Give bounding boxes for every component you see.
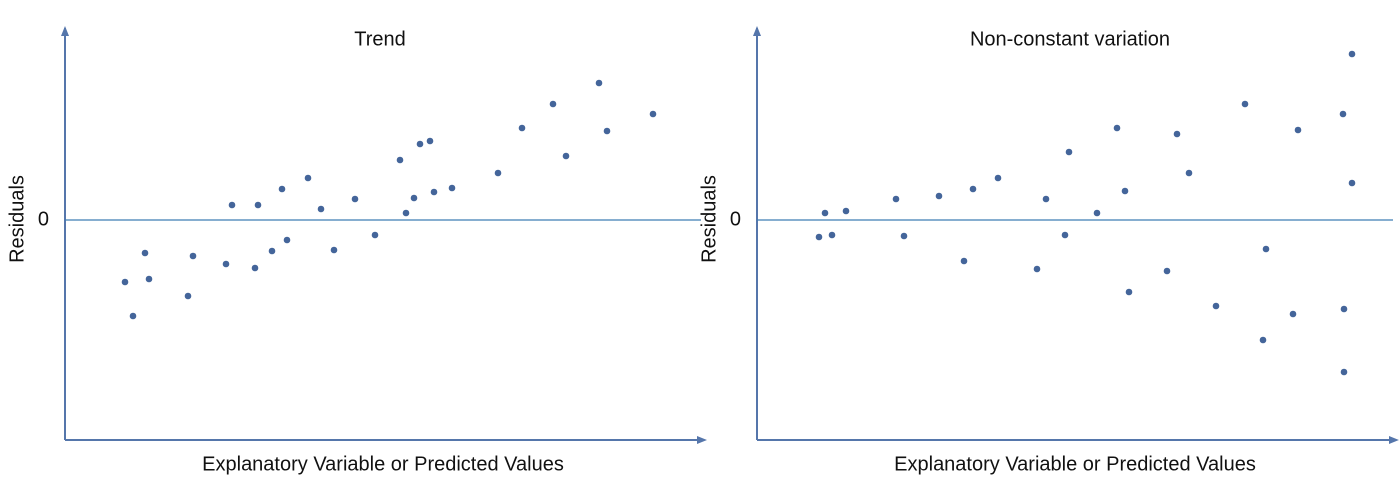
- point: [416, 140, 424, 148]
- point: [1348, 179, 1356, 187]
- point: [1033, 265, 1041, 273]
- point: [842, 207, 850, 215]
- point: [595, 79, 603, 87]
- point: [402, 209, 410, 217]
- point: [1348, 50, 1356, 58]
- chart-title: Trend: [354, 28, 406, 50]
- point: [1163, 267, 1171, 275]
- point: [268, 247, 276, 255]
- x-axis-label: Explanatory Variable or Predicted Values: [894, 453, 1256, 475]
- point: [821, 209, 829, 217]
- point: [562, 152, 570, 160]
- point: [1121, 187, 1129, 195]
- y-axis-arrow: [61, 26, 69, 36]
- point: [141, 249, 149, 257]
- point: [448, 184, 456, 192]
- point: [892, 195, 900, 203]
- point: [228, 201, 236, 209]
- point: [254, 201, 262, 209]
- point: [900, 232, 908, 240]
- point: [430, 188, 438, 196]
- point: [145, 275, 153, 283]
- y-axis-arrow: [753, 26, 761, 36]
- point: [121, 278, 129, 286]
- point: [1125, 288, 1133, 296]
- point: [129, 312, 137, 320]
- x-axis-arrow: [1389, 436, 1399, 444]
- point: [184, 292, 192, 300]
- point: [351, 195, 359, 203]
- point: [1339, 110, 1347, 118]
- point: [960, 257, 968, 265]
- point: [494, 169, 502, 177]
- point: [426, 137, 434, 145]
- point: [1340, 305, 1348, 313]
- point: [815, 233, 823, 241]
- point: [649, 110, 657, 118]
- point: [1113, 124, 1121, 132]
- x-axis-label: Explanatory Variable or Predicted Values: [202, 453, 564, 475]
- point: [222, 260, 230, 268]
- point: [396, 156, 404, 164]
- point: [1185, 169, 1193, 177]
- point: [1173, 130, 1181, 138]
- point: [278, 185, 286, 193]
- x-axis-arrow: [697, 436, 707, 444]
- point: [1042, 195, 1050, 203]
- point: [317, 205, 325, 213]
- point: [828, 231, 836, 239]
- point: [304, 174, 312, 182]
- point: [518, 124, 526, 132]
- point: [1259, 336, 1267, 344]
- point: [603, 127, 611, 135]
- point: [994, 174, 1002, 182]
- point: [1065, 148, 1073, 156]
- point: [1262, 245, 1270, 253]
- point: [549, 100, 557, 108]
- point: [330, 246, 338, 254]
- point: [1061, 231, 1069, 239]
- point: [1093, 209, 1101, 217]
- point: [969, 185, 977, 193]
- y-tick-label: 0: [730, 208, 741, 230]
- point: [1241, 100, 1249, 108]
- point: [1340, 368, 1348, 376]
- point: [1289, 310, 1297, 318]
- point: [1212, 302, 1220, 310]
- chart-title: Non-constant variation: [970, 28, 1170, 50]
- y-tick-label: 0: [38, 208, 49, 230]
- point: [410, 194, 418, 202]
- point: [251, 264, 259, 272]
- point: [189, 252, 197, 260]
- y-axis-label: Residuals: [6, 175, 28, 263]
- y-axis-label: Residuals: [698, 175, 720, 263]
- point: [371, 231, 379, 239]
- point: [1294, 126, 1302, 134]
- point: [935, 192, 943, 200]
- point: [283, 236, 291, 244]
